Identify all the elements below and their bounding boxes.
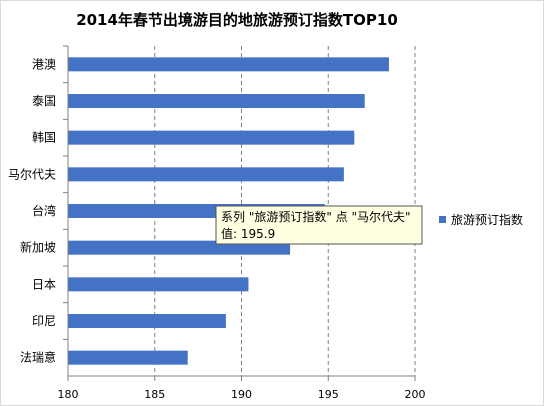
tooltip-box bbox=[215, 205, 423, 245]
category-label: 印尼 bbox=[32, 314, 56, 328]
chart-title: 2014年春节出境游目的地旅游预订指数TOP10 bbox=[76, 11, 398, 29]
category-label: 法瑞意 bbox=[20, 350, 56, 365]
tooltip-line-1: 系列 "旅游预订指数" 点 "马尔代夫" bbox=[221, 209, 411, 224]
category-label: 台湾 bbox=[32, 203, 56, 218]
legend-label: 旅游预订指数 bbox=[451, 212, 523, 227]
x-tick-label: 185 bbox=[144, 388, 165, 401]
bar[interactable] bbox=[68, 350, 188, 365]
x-tick-label: 200 bbox=[405, 388, 426, 401]
tooltip: 系列 "旅游预订指数" 点 "马尔代夫" 值: 195.9 bbox=[215, 205, 423, 245]
x-tick-label: 195 bbox=[318, 388, 339, 401]
category-label: 新加坡 bbox=[20, 240, 56, 255]
category-label: 日本 bbox=[32, 277, 56, 291]
bar[interactable] bbox=[68, 167, 344, 182]
category-label: 韩国 bbox=[32, 130, 56, 145]
category-label: 泰国 bbox=[32, 94, 56, 108]
bar[interactable] bbox=[68, 277, 249, 292]
bars-layer bbox=[68, 57, 389, 365]
bar[interactable] bbox=[68, 314, 226, 328]
category-label: 马尔代夫 bbox=[8, 166, 56, 181]
legend-swatch bbox=[439, 216, 446, 223]
bar[interactable] bbox=[68, 130, 355, 145]
x-tick-label: 180 bbox=[58, 388, 79, 401]
category-label: 港澳 bbox=[32, 57, 56, 71]
bar[interactable] bbox=[68, 57, 389, 72]
tooltip-line-2: 值: 195.9 bbox=[221, 226, 275, 241]
legend: 旅游预订指数 bbox=[439, 212, 523, 227]
x-tick-label: 190 bbox=[231, 388, 252, 401]
bar[interactable] bbox=[68, 94, 365, 108]
